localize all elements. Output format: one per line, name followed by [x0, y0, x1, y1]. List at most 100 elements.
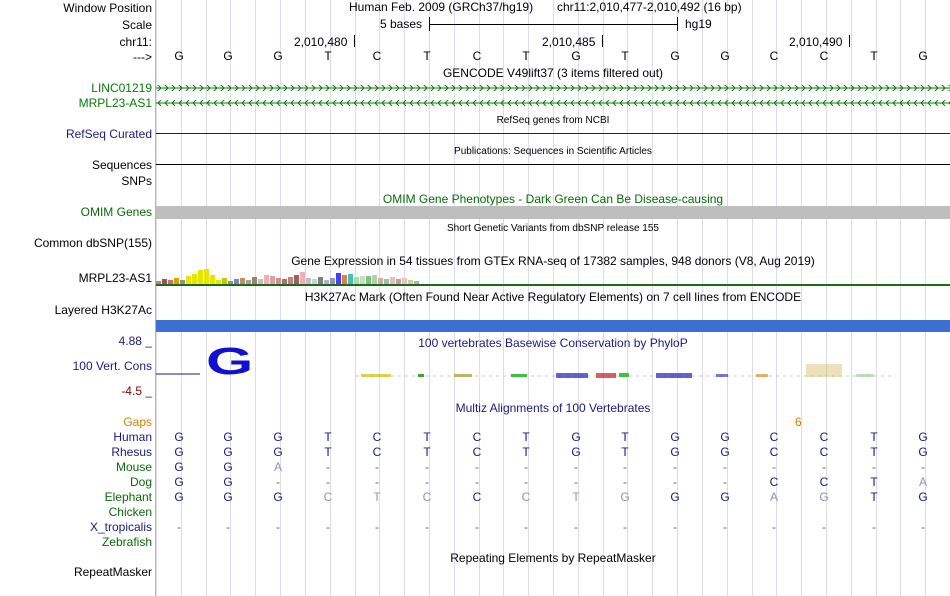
- gencode-gene-lines[interactable]: [156, 82, 950, 110]
- scale-bar-right-tick: [677, 17, 678, 31]
- grid-line: [429, 0, 430, 596]
- gtex-tissue-bar[interactable]: [216, 280, 221, 284]
- alignment-base: -: [921, 520, 925, 534]
- gtex-tissue-bar[interactable]: [156, 281, 161, 284]
- ruler-tick-3: [849, 35, 850, 47]
- gtex-tissue-bar[interactable]: [252, 277, 257, 284]
- alignment-base: -: [623, 460, 627, 474]
- phylop-conservation-plot[interactable]: [156, 348, 950, 388]
- gtex-tissue-bar[interactable]: [396, 279, 401, 284]
- gtex-tissue-bar[interactable]: [192, 274, 197, 284]
- gtex-tissue-bar[interactable]: [246, 280, 251, 284]
- alignment-base: T: [324, 430, 332, 444]
- sequence-base: C: [472, 49, 482, 63]
- gtex-tissue-bar[interactable]: [348, 274, 353, 284]
- gtex-tissue-bar[interactable]: [180, 280, 185, 284]
- alignment-base: C: [372, 445, 382, 459]
- sequence-base: G: [720, 49, 730, 63]
- gtex-tissue-bar[interactable]: [384, 279, 389, 284]
- gtex-tissue-bar[interactable]: [378, 278, 383, 284]
- gtex-tissue-bar[interactable]: [168, 280, 173, 284]
- grid-line: [652, 0, 653, 596]
- sequence-base: C: [769, 49, 779, 63]
- cons-max-label: 4.88 _: [118, 334, 152, 348]
- track-label-dbsnp[interactable]: Common dbSNP(155): [33, 236, 152, 250]
- alignment-base: C: [769, 445, 779, 459]
- gtex-tissue-bar[interactable]: [282, 279, 287, 284]
- gtex-tissue-bar[interactable]: [324, 280, 329, 284]
- gtex-tissue-bar[interactable]: [300, 272, 305, 284]
- gtex-tissue-bar[interactable]: [336, 273, 341, 284]
- refseq-gene-line[interactable]: [156, 133, 950, 134]
- alignment-base: G: [174, 445, 184, 459]
- gtex-tissue-bar[interactable]: [240, 278, 245, 284]
- grid-line: [454, 0, 455, 596]
- track-label-repeatmasker[interactable]: RepeatMasker: [73, 565, 152, 579]
- gtex-tissue-bar[interactable]: [414, 281, 419, 284]
- gtex-tissue-bar[interactable]: [198, 270, 203, 284]
- alignment-base: C: [819, 430, 829, 444]
- alignment-base: -: [673, 460, 677, 474]
- grid-line: [851, 0, 852, 596]
- track-label-snps[interactable]: SNPs: [121, 174, 152, 188]
- gtex-tissue-bar[interactable]: [222, 278, 227, 284]
- gtex-tissue-bar[interactable]: [174, 278, 179, 284]
- position-label: chr11:2,010,477-2,010,492 (16 bp): [557, 0, 742, 14]
- gtex-expression-bars[interactable]: [156, 268, 419, 285]
- gtex-tissue-bar[interactable]: [228, 281, 233, 284]
- gtex-tissue-bar[interactable]: [372, 275, 377, 284]
- gtex-tissue-bar[interactable]: [162, 279, 167, 284]
- h3k27ac-track-title: H3K27Ac Mark (Often Found Near Active Re…: [304, 290, 802, 304]
- ruler-tick-1: [354, 35, 355, 47]
- alignment-base: A: [769, 490, 778, 504]
- gtex-gene-line[interactable]: [156, 284, 950, 286]
- gtex-tissue-bar[interactable]: [204, 269, 209, 284]
- gtex-tissue-bar[interactable]: [294, 275, 299, 284]
- track-area[interactable]: Human Feb. 2009 (GRCh37/hg19) chr11:2,01…: [156, 0, 950, 596]
- gtex-tissue-bar[interactable]: [318, 277, 323, 284]
- track-label-cons[interactable]: 100 Vert. Cons: [72, 359, 152, 373]
- gtex-tissue-bar[interactable]: [390, 277, 395, 284]
- alignment-base: G: [720, 445, 730, 459]
- gtex-tissue-bar[interactable]: [360, 276, 365, 284]
- alignment-base: -: [772, 460, 776, 474]
- gtex-tissue-bar[interactable]: [354, 277, 359, 284]
- gtex-track-title: Gene Expression in 54 tissues from GTEx …: [291, 254, 815, 268]
- gtex-tissue-bar[interactable]: [264, 275, 269, 284]
- track-label-refseq[interactable]: RefSeq Curated: [65, 127, 152, 141]
- track-label-linc01219[interactable]: LINC01219: [91, 81, 152, 95]
- gtex-tissue-bar[interactable]: [312, 279, 317, 284]
- sequence-base: G: [918, 49, 928, 63]
- gtex-tissue-bar[interactable]: [276, 278, 281, 284]
- alignment-base: C: [819, 445, 829, 459]
- species-label-human: Human: [113, 430, 152, 444]
- gtex-tissue-bar[interactable]: [234, 279, 239, 284]
- gtex-tissue-bar[interactable]: [186, 276, 191, 284]
- track-label-gtex[interactable]: MRPL23-AS1: [78, 271, 152, 285]
- omim-gene-bar[interactable]: [156, 206, 950, 219]
- alignment-base: G: [174, 475, 184, 489]
- track-label-mrpl23-as1[interactable]: MRPL23-AS1: [78, 96, 152, 110]
- gtex-tissue-bar[interactable]: [402, 278, 407, 284]
- track-label-gaps[interactable]: Gaps: [123, 415, 152, 429]
- alignment-base: G: [174, 460, 184, 474]
- gtex-tissue-bar[interactable]: [210, 275, 215, 284]
- alignment-base: -: [425, 520, 429, 534]
- gtex-tissue-bar[interactable]: [366, 276, 371, 284]
- gtex-tissue-bar[interactable]: [330, 278, 335, 284]
- alignment-base: -: [375, 475, 379, 489]
- track-label-h3k27ac[interactable]: Layered H3K27Ac: [54, 303, 152, 317]
- track-label-omim[interactable]: OMIM Genes: [80, 205, 152, 219]
- grid-line: [876, 0, 877, 596]
- gtex-tissue-bar[interactable]: [258, 279, 263, 284]
- gtex-tissue-bar[interactable]: [342, 275, 347, 284]
- pubs-line[interactable]: [156, 164, 950, 165]
- gtex-tissue-bar[interactable]: [288, 277, 293, 284]
- gtex-tissue-bar[interactable]: [408, 280, 413, 284]
- alignment-base: -: [772, 520, 776, 534]
- gtex-tissue-bar[interactable]: [306, 278, 311, 284]
- grid-line: [925, 0, 926, 596]
- gtex-tissue-bar[interactable]: [270, 276, 275, 284]
- track-label-sequences[interactable]: Sequences: [91, 158, 152, 172]
- h3k27ac-signal-bar[interactable]: [156, 320, 950, 332]
